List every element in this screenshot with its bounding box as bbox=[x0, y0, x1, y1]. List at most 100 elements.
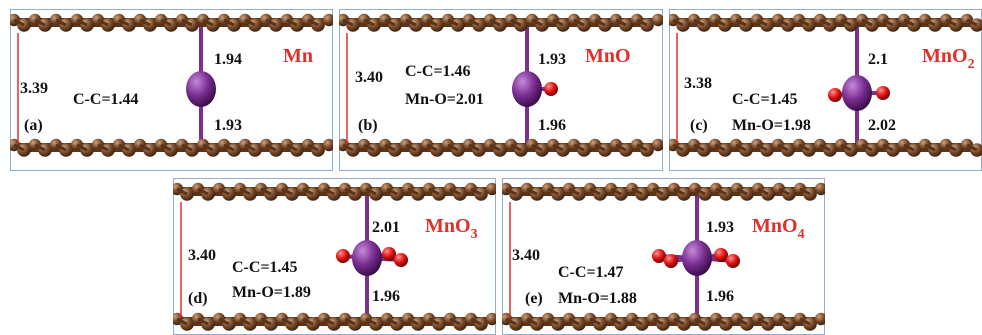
mn-bottom-distance: 1.96 bbox=[372, 288, 400, 305]
carbon-bond bbox=[218, 317, 230, 326]
carbon-bond bbox=[694, 187, 706, 196]
panel-a: 3.39 C-C=1.44 1.94 1.93 (a) Mn bbox=[10, 9, 333, 171]
mn-bottom-distance: 1.93 bbox=[214, 117, 242, 134]
carbon-bond bbox=[265, 18, 277, 27]
carbon-bond bbox=[405, 18, 417, 27]
panel-tag: (a) bbox=[24, 117, 43, 134]
carbon-bond bbox=[307, 18, 319, 27]
carbon-bond bbox=[510, 18, 522, 27]
carbon-bond bbox=[428, 317, 440, 326]
carbon-bond bbox=[286, 18, 298, 27]
carbon-bond bbox=[757, 317, 769, 326]
carbon-bond bbox=[384, 18, 396, 27]
carbon-bond bbox=[693, 18, 705, 27]
carbon-bond bbox=[468, 18, 480, 27]
carbon-bond bbox=[489, 18, 501, 27]
carbon-bond bbox=[447, 18, 459, 27]
panel-title-formula: MnO bbox=[585, 45, 631, 67]
panel-frame bbox=[173, 178, 496, 335]
carbon-bond bbox=[610, 187, 622, 196]
carbon-bond bbox=[610, 317, 622, 326]
carbon-bond bbox=[636, 143, 648, 152]
carbon-bond bbox=[505, 187, 517, 196]
carbon-bond bbox=[244, 143, 256, 152]
oxygen-atom bbox=[544, 82, 558, 96]
carbon-bond bbox=[736, 317, 748, 326]
carbon-bond bbox=[407, 187, 419, 196]
panel-e: 3.40 C-C=1.47 Mn-O=1.88 1.93 1.96 (e) MnO4 bbox=[502, 178, 825, 335]
cc-bond-length: C-C=1.45 bbox=[732, 91, 798, 108]
bottom-graphene-sheet bbox=[502, 312, 825, 331]
carbon-bond bbox=[139, 18, 151, 27]
panel-title-subscript: 4 bbox=[798, 227, 805, 242]
carbon-bond bbox=[757, 187, 769, 196]
carbon-bond bbox=[568, 187, 580, 196]
panel-title-formula: MnO bbox=[752, 215, 798, 237]
carbon-bond bbox=[799, 317, 811, 326]
mn-o-bond-length: Mn-O=1.88 bbox=[558, 290, 637, 307]
carbon-bond bbox=[76, 143, 88, 152]
carbon-bond bbox=[239, 317, 251, 326]
carbon-bond bbox=[323, 317, 335, 326]
carbon-bond bbox=[449, 187, 461, 196]
carbon-bond bbox=[631, 187, 643, 196]
carbon-bond bbox=[342, 143, 354, 152]
carbon-bond bbox=[778, 187, 790, 196]
panel-tag: (b) bbox=[358, 117, 378, 134]
carbon-atom bbox=[322, 138, 333, 152]
bottom-graphene-sheet bbox=[669, 138, 982, 157]
carbon-bond bbox=[202, 143, 214, 152]
carbon-bond bbox=[447, 143, 459, 152]
carbon-bond bbox=[449, 317, 461, 326]
carbon-bond bbox=[966, 18, 978, 27]
mn-bottom-distance: 2.02 bbox=[868, 117, 896, 134]
carbon-bond bbox=[589, 317, 601, 326]
panel-structure bbox=[339, 13, 663, 157]
mn-bottom-distance: 1.96 bbox=[538, 117, 566, 134]
carbon-bond bbox=[34, 18, 46, 27]
carbon-bond bbox=[615, 18, 627, 27]
cc-bond-length: C-C=1.47 bbox=[558, 264, 624, 281]
carbon-bond bbox=[735, 143, 747, 152]
carbon-bond bbox=[903, 143, 915, 152]
mn-top-distance: 2.1 bbox=[868, 51, 888, 68]
carbon-bond bbox=[342, 18, 354, 27]
carbon-bond bbox=[344, 317, 356, 326]
carbon-bond bbox=[260, 187, 272, 196]
interlayer-distance: 3.40 bbox=[512, 247, 540, 264]
carbon-bond bbox=[882, 143, 894, 152]
panel-d: 3.40 C-C=1.45 Mn-O=1.89 2.01 1.96 (d) MnO3 bbox=[173, 178, 496, 335]
cc-bond-length: C-C=1.44 bbox=[73, 91, 139, 108]
oxygen-atom bbox=[336, 249, 350, 263]
bottom-graphene-sheet bbox=[339, 138, 663, 157]
carbon-bond bbox=[966, 143, 978, 152]
carbon-bond bbox=[840, 18, 852, 27]
carbon-atom bbox=[814, 182, 825, 196]
carbon-bond bbox=[286, 143, 298, 152]
carbon-bond bbox=[181, 18, 193, 27]
carbon-atom bbox=[651, 13, 663, 27]
carbon-bond bbox=[281, 187, 293, 196]
carbon-bond bbox=[573, 18, 585, 27]
carbon-bond bbox=[714, 143, 726, 152]
oxygen-atom bbox=[382, 247, 396, 261]
carbon-atom bbox=[485, 312, 496, 326]
carbon-bond bbox=[568, 317, 580, 326]
carbon-bond bbox=[673, 317, 685, 326]
carbon-bond bbox=[594, 18, 606, 27]
carbon-bond bbox=[693, 143, 705, 152]
carbon-bond bbox=[778, 317, 790, 326]
oxygen-atom bbox=[664, 254, 678, 268]
panel-structure bbox=[502, 182, 825, 331]
carbon-bond bbox=[777, 18, 789, 27]
mn-top-distance: 2.01 bbox=[372, 219, 400, 236]
panel-structure bbox=[173, 182, 496, 331]
carbon-atom bbox=[485, 182, 496, 196]
oxygen-atom bbox=[876, 86, 890, 100]
carbon-bond bbox=[176, 317, 188, 326]
carbon-bond bbox=[223, 18, 235, 27]
carbon-bond bbox=[468, 143, 480, 152]
carbon-bond bbox=[426, 143, 438, 152]
carbon-bond bbox=[176, 187, 188, 196]
